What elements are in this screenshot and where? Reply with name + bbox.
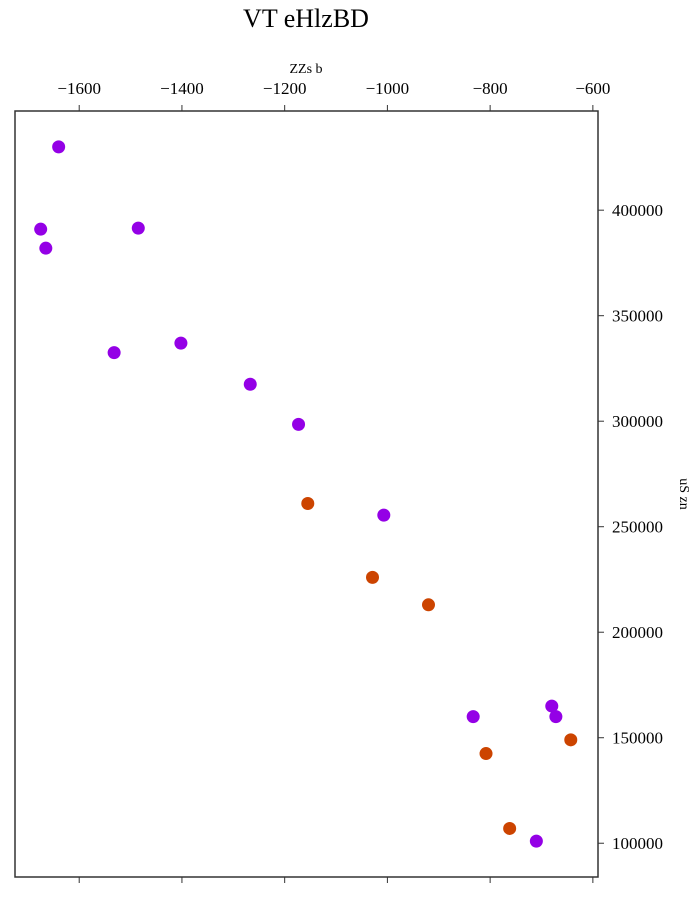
y-tick-label: 350000 <box>612 307 663 326</box>
data-point <box>529 834 543 848</box>
y-tick-label: 200000 <box>612 623 663 642</box>
y-tick-label: 250000 <box>612 518 663 537</box>
data-point <box>421 598 435 612</box>
data-point <box>366 570 380 584</box>
data-point <box>479 747 493 761</box>
x-tick-label: −1600 <box>57 79 101 98</box>
y-tick-label: 300000 <box>612 412 663 431</box>
x-tick-label: −1000 <box>366 79 410 98</box>
x-tick-label: −1400 <box>160 79 204 98</box>
y-tick-label: 150000 <box>612 729 663 748</box>
data-point <box>292 417 306 431</box>
data-point <box>107 346 121 360</box>
data-point <box>131 221 145 235</box>
x-tick-label: −600 <box>575 79 610 98</box>
data-point <box>466 710 480 724</box>
data-point <box>34 222 48 236</box>
data-point <box>545 699 559 713</box>
data-point <box>301 496 315 510</box>
x-axis-ticks: −1600 −1400 −1200 −1000 −800 −600 <box>57 79 610 883</box>
y-tick-label: 100000 <box>612 834 663 853</box>
plot-frame <box>14 110 599 878</box>
y-tick-label: 400000 <box>612 201 663 220</box>
chart-title: VT eHlzBD <box>243 4 369 33</box>
data-point <box>174 336 188 350</box>
data-point <box>243 377 257 391</box>
data-point <box>549 710 563 724</box>
data-point <box>39 241 53 255</box>
x-tick-label: −800 <box>473 79 508 98</box>
data-point <box>503 821 517 835</box>
data-point <box>52 140 66 154</box>
data-point <box>377 508 391 522</box>
y-axis-label: uS zn <box>676 478 691 510</box>
x-axis-label: ZZs b <box>289 62 322 77</box>
data-point <box>564 733 578 747</box>
data-points <box>34 140 578 848</box>
y-axis-ticks: 100000 150000 200000 250000 300000 350000 4000… <box>598 201 663 853</box>
x-tick-label: −1200 <box>263 79 307 98</box>
